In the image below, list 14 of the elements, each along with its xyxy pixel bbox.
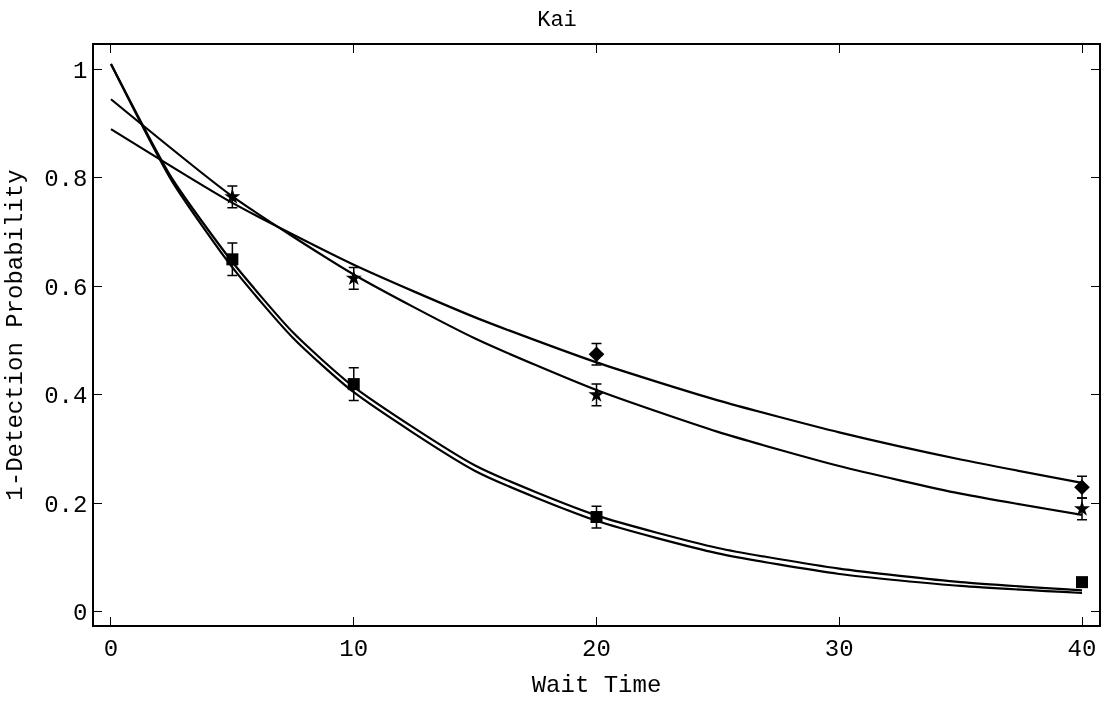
x-tick-label: 40 [1067,635,1097,663]
y-tick-label: 1 [73,57,88,85]
x-tick-label: 0 [103,635,119,663]
x-tick-label: 30 [824,635,854,663]
x-tick-label: 20 [582,635,611,663]
y-axis-title: 1-Detection Probability [1,169,29,501]
x-axis-title: Wait Time [531,672,662,700]
y-tick-label: 0.2 [44,491,88,519]
x-tick-label: 10 [339,635,369,663]
y-tick-label: 0.8 [44,166,88,194]
y-tick-label: 0 [73,600,88,628]
chart-title: Kai [537,8,577,34]
y-tick-label: 0.6 [44,274,88,302]
y-tick-label: 0.4 [44,383,88,411]
